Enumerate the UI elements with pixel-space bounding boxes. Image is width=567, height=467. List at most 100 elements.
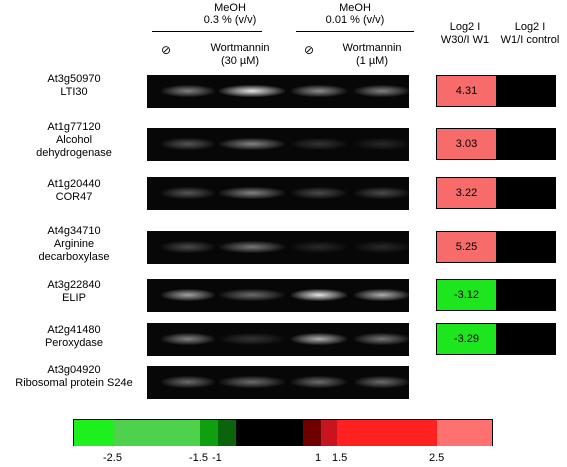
gene-name-line2: dehydrogenase bbox=[36, 147, 112, 159]
gel-band bbox=[219, 241, 285, 253]
gel-band bbox=[161, 289, 215, 301]
log2-control-cell bbox=[497, 231, 556, 263]
meoh-low-divider bbox=[296, 31, 414, 32]
gel-strip bbox=[147, 366, 409, 399]
wort-low-label: Wortmannin bbox=[342, 42, 402, 54]
log2-col2-header-line2: W1/I control bbox=[500, 34, 560, 46]
gel-band bbox=[354, 376, 409, 388]
meoh-high-divider bbox=[152, 31, 262, 32]
gene-name: Alcohol bbox=[55, 134, 93, 146]
gel-strip bbox=[147, 231, 409, 264]
gene-name: Arginine bbox=[53, 238, 95, 250]
gene-name: Peroxydase bbox=[44, 337, 104, 349]
color-scale-segment bbox=[321, 420, 337, 446]
color-scale-tick-label: 2.5 bbox=[429, 452, 445, 464]
gene-label: At1g20440 COR47 bbox=[0, 178, 148, 204]
wort-high-label: Wortmannin bbox=[210, 42, 270, 54]
wort-low-conc: (1 µM) bbox=[355, 55, 388, 67]
gene-name: COR47 bbox=[55, 191, 93, 203]
meoh-high-conc: 0.3 % (v/v) bbox=[203, 14, 257, 26]
gel-band bbox=[291, 138, 347, 150]
gene-id: At1g77120 bbox=[47, 121, 101, 133]
log2-col1-header-line1: Log2 I bbox=[449, 21, 481, 33]
gene-label: At4g34710 Arginine decarboxylase bbox=[0, 225, 148, 264]
gene-id: At4g34710 bbox=[47, 225, 101, 237]
control-high-icon: ⊘ bbox=[160, 43, 172, 57]
log2-value-cell: -3.12 bbox=[436, 279, 497, 311]
gel-band bbox=[161, 138, 215, 150]
gene-id: At3g22840 bbox=[47, 279, 101, 291]
color-scale-segment bbox=[218, 420, 236, 446]
gel-strip bbox=[147, 177, 409, 210]
log2-value-cell: 4.31 bbox=[436, 75, 497, 107]
gel-band bbox=[291, 85, 347, 97]
gel-band bbox=[354, 187, 409, 199]
control-low-icon: ⊘ bbox=[303, 43, 315, 57]
meoh-low-conc: 0.01 % (v/v) bbox=[325, 14, 385, 26]
gel-band bbox=[291, 187, 347, 199]
gel-band bbox=[219, 85, 285, 97]
log2-value-cell: 3.22 bbox=[436, 177, 497, 209]
gel-strip bbox=[147, 75, 409, 108]
gel-strip bbox=[147, 128, 409, 161]
gene-id: At3g04920 bbox=[47, 364, 101, 376]
gel-band bbox=[161, 241, 215, 253]
log2-value-cell: 3.03 bbox=[436, 128, 497, 160]
gene-label: At3g04920 Ribosomal protein S24e bbox=[0, 364, 148, 390]
log2-control-cell bbox=[497, 279, 556, 311]
gel-band bbox=[291, 241, 347, 253]
gel-band bbox=[161, 85, 215, 97]
gene-label: At1g77120 Alcohol dehydrogenase bbox=[0, 121, 148, 160]
gene-name: Ribosomal protein S24e bbox=[15, 377, 133, 389]
gene-name: LTI30 bbox=[60, 86, 88, 98]
log2-col2-header-line1: Log2 I bbox=[514, 21, 546, 33]
gel-band bbox=[354, 289, 409, 301]
color-scale-segment bbox=[200, 420, 218, 446]
color-scale-segment bbox=[337, 420, 437, 446]
log2-value-cell: -3.29 bbox=[436, 323, 497, 355]
log2-control-cell bbox=[497, 323, 556, 355]
gel-band bbox=[291, 289, 347, 301]
log2-value-cell: 5.25 bbox=[436, 231, 497, 263]
gel-band bbox=[354, 241, 409, 253]
gene-label: At3g50970 LTI30 bbox=[0, 73, 148, 99]
log2-col1-header-line2: W30/I W1 bbox=[440, 34, 490, 46]
color-scale-tick-label: -1.5 bbox=[189, 452, 208, 464]
log2-control-cell bbox=[497, 75, 556, 107]
gene-name-line2: decarboxylase bbox=[38, 251, 110, 263]
log2-control-cell bbox=[497, 177, 556, 209]
gene-id: At1g20440 bbox=[47, 178, 101, 190]
gel-band bbox=[219, 138, 285, 150]
gel-band bbox=[219, 289, 285, 301]
gel-band bbox=[219, 187, 285, 199]
wort-high-conc: (30 µM) bbox=[220, 55, 260, 67]
color-scale-tick-label: -1 bbox=[212, 452, 222, 464]
gel-band bbox=[354, 138, 409, 150]
gel-band bbox=[219, 333, 285, 345]
color-scale-segment bbox=[236, 420, 303, 446]
gene-id: At2g41480 bbox=[47, 324, 101, 336]
gene-label: At3g22840 ELIP bbox=[0, 279, 148, 305]
meoh-high-label: MeOH bbox=[214, 2, 246, 14]
color-scale-tick-label: 1 bbox=[315, 452, 322, 464]
gel-band bbox=[161, 376, 215, 388]
color-scale-tick-label: -2.5 bbox=[103, 452, 122, 464]
gel-strip bbox=[147, 323, 409, 356]
color-scale-segment bbox=[74, 420, 114, 446]
gel-band bbox=[291, 333, 347, 345]
gel-band bbox=[161, 333, 215, 345]
gene-name: ELIP bbox=[62, 292, 86, 304]
gene-id: At3g50970 bbox=[47, 73, 101, 85]
gel-band bbox=[354, 85, 409, 97]
meoh-low-label: MeOH bbox=[339, 2, 371, 14]
gel-band bbox=[219, 376, 285, 388]
color-scale-segment bbox=[303, 420, 321, 446]
log2-control-cell bbox=[497, 128, 556, 160]
gel-band bbox=[354, 333, 409, 345]
gel-band bbox=[291, 376, 347, 388]
gene-label: At2g41480 Peroxydase bbox=[0, 324, 148, 350]
gel-strip bbox=[147, 279, 409, 312]
color-scale-tick-label: 1.5 bbox=[332, 452, 348, 464]
gel-band bbox=[161, 187, 215, 199]
color-scale-segment bbox=[437, 420, 492, 446]
